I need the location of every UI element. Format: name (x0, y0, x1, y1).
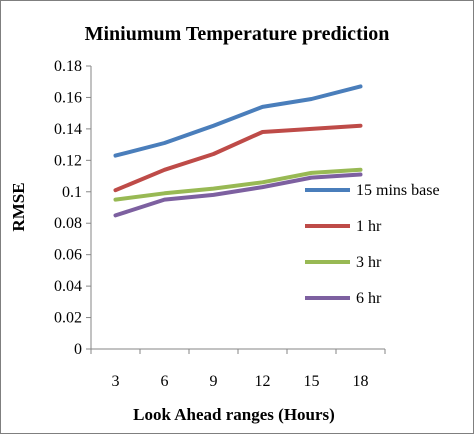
axes: 0 0.02 0.04 0.06 0.08 0.1 0.12 0.14 0.16 0.18 3 6 9 1… (54, 58, 386, 390)
x-axis-label: Look Ahead ranges (Hours) (133, 405, 335, 424)
legend-label: 6 hr (356, 290, 382, 307)
series-line-15-mins-base (113, 84, 363, 158)
y-tick-label: 0.06 (54, 247, 82, 264)
y-tick-label: 0.16 (54, 89, 82, 106)
x-tick-label: 3 (112, 373, 120, 390)
y-tick-label: 0.04 (54, 278, 82, 295)
y-tick-label: 0 (74, 341, 82, 358)
y-tick-label: 0.08 (54, 215, 82, 232)
x-tick-label: 12 (255, 373, 271, 390)
x-tick-label: 18 (353, 373, 369, 390)
x-tick-label: 15 (304, 373, 320, 390)
y-tick-label: 0.18 (54, 58, 82, 75)
series-line-1-hr (113, 123, 363, 193)
chart-title: Miniumum Temperature prediction (85, 23, 390, 45)
y-tick-label: 0.14 (54, 121, 82, 138)
series-lines (113, 84, 363, 218)
series-line-6-hr (113, 172, 363, 218)
legend-label: 3 hr (356, 254, 382, 271)
legend: 15 mins base 1 hr 3 hr 6 hr (305, 182, 440, 307)
y-tick-label: 0.12 (54, 152, 82, 169)
y-tick-label: 0.1 (62, 184, 82, 201)
y-axis-label: RMSE (9, 182, 28, 231)
legend-label: 1 hr (356, 218, 382, 235)
x-tick-label: 6 (161, 373, 169, 390)
series-line-3-hr (113, 167, 363, 202)
legend-label: 15 mins base (356, 182, 440, 199)
x-tick-label: 9 (210, 373, 218, 390)
y-tick-label: 0.02 (54, 310, 82, 327)
